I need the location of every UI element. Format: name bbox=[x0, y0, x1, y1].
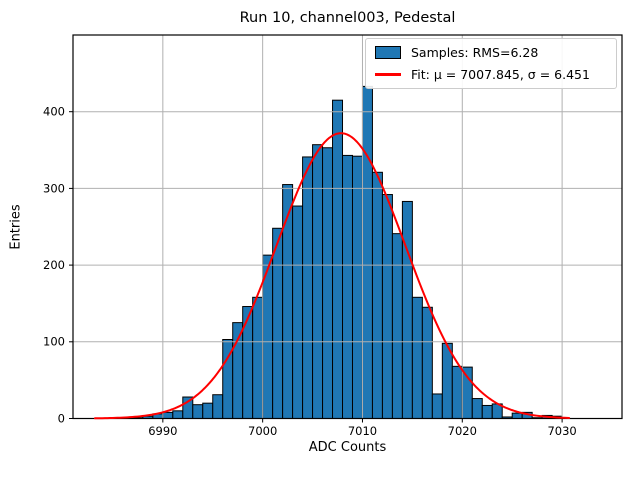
histogram-bar bbox=[292, 205, 304, 419]
y-tick-label: 200 bbox=[43, 258, 65, 272]
histogram-bar bbox=[461, 366, 473, 419]
histogram-bar bbox=[351, 155, 363, 419]
x-tick-label: 7010 bbox=[348, 424, 377, 438]
legend-samples-label: Samples: RMS=6.28 bbox=[411, 45, 539, 60]
fit-curve bbox=[93, 132, 571, 420]
histogram-bar bbox=[212, 394, 224, 420]
histogram-bar bbox=[312, 144, 324, 419]
histogram-bar bbox=[192, 404, 204, 420]
histogram-bar bbox=[511, 412, 523, 420]
histogram-bar bbox=[471, 398, 483, 419]
legend: Samples: RMS=6.28 Fit: μ = 7007.845, σ =… bbox=[365, 38, 617, 89]
y-tick-label: 400 bbox=[43, 105, 65, 119]
chart-title: Run 10, channel003, Pedestal bbox=[239, 10, 456, 26]
histogram-bar bbox=[421, 306, 433, 419]
histogram-bar bbox=[441, 342, 453, 419]
axes-frame bbox=[72, 34, 623, 420]
histogram-bar bbox=[342, 154, 353, 419]
legend-item-samples: Samples: RMS=6.28 bbox=[375, 45, 606, 60]
y-tick-label: 100 bbox=[43, 335, 65, 349]
x-tick-label: 6990 bbox=[148, 424, 177, 438]
histogram-bar bbox=[252, 296, 264, 419]
histogram-bar bbox=[302, 156, 314, 419]
histogram-bar bbox=[172, 410, 184, 419]
histogram-bar bbox=[431, 393, 443, 419]
x-tick-label: 7000 bbox=[248, 424, 277, 438]
histogram-bar bbox=[381, 194, 393, 419]
histogram-bar bbox=[481, 404, 493, 419]
histogram-bar bbox=[411, 296, 423, 419]
histogram-bar bbox=[272, 227, 284, 419]
histogram-bar bbox=[371, 171, 383, 419]
histogram-bar bbox=[401, 200, 413, 419]
histogram-bar bbox=[242, 306, 254, 419]
histogram-bar bbox=[391, 233, 403, 419]
x-tick-label: 7020 bbox=[448, 424, 477, 438]
histogram-swatch bbox=[375, 46, 401, 59]
histogram-bar bbox=[202, 402, 214, 420]
legend-item-fit: Fit: μ = 7007.845, σ = 6.451 bbox=[375, 67, 606, 82]
fit-line-swatch bbox=[375, 73, 401, 76]
x-tick-label: 7030 bbox=[547, 424, 576, 438]
legend-fit-label: Fit: μ = 7007.845, σ = 6.451 bbox=[411, 67, 590, 82]
histogram-bar bbox=[282, 184, 294, 419]
histogram-bar bbox=[232, 322, 244, 420]
x-axis-label: ADC Counts bbox=[308, 440, 387, 455]
histogram-bar bbox=[361, 85, 373, 419]
histogram-bar bbox=[451, 365, 463, 419]
y-axis-label: Entries bbox=[8, 204, 24, 250]
histogram-bar bbox=[332, 99, 344, 419]
histogram-bar bbox=[162, 411, 174, 419]
y-tick-label: 0 bbox=[58, 411, 65, 425]
y-tick-label: 300 bbox=[43, 181, 65, 195]
